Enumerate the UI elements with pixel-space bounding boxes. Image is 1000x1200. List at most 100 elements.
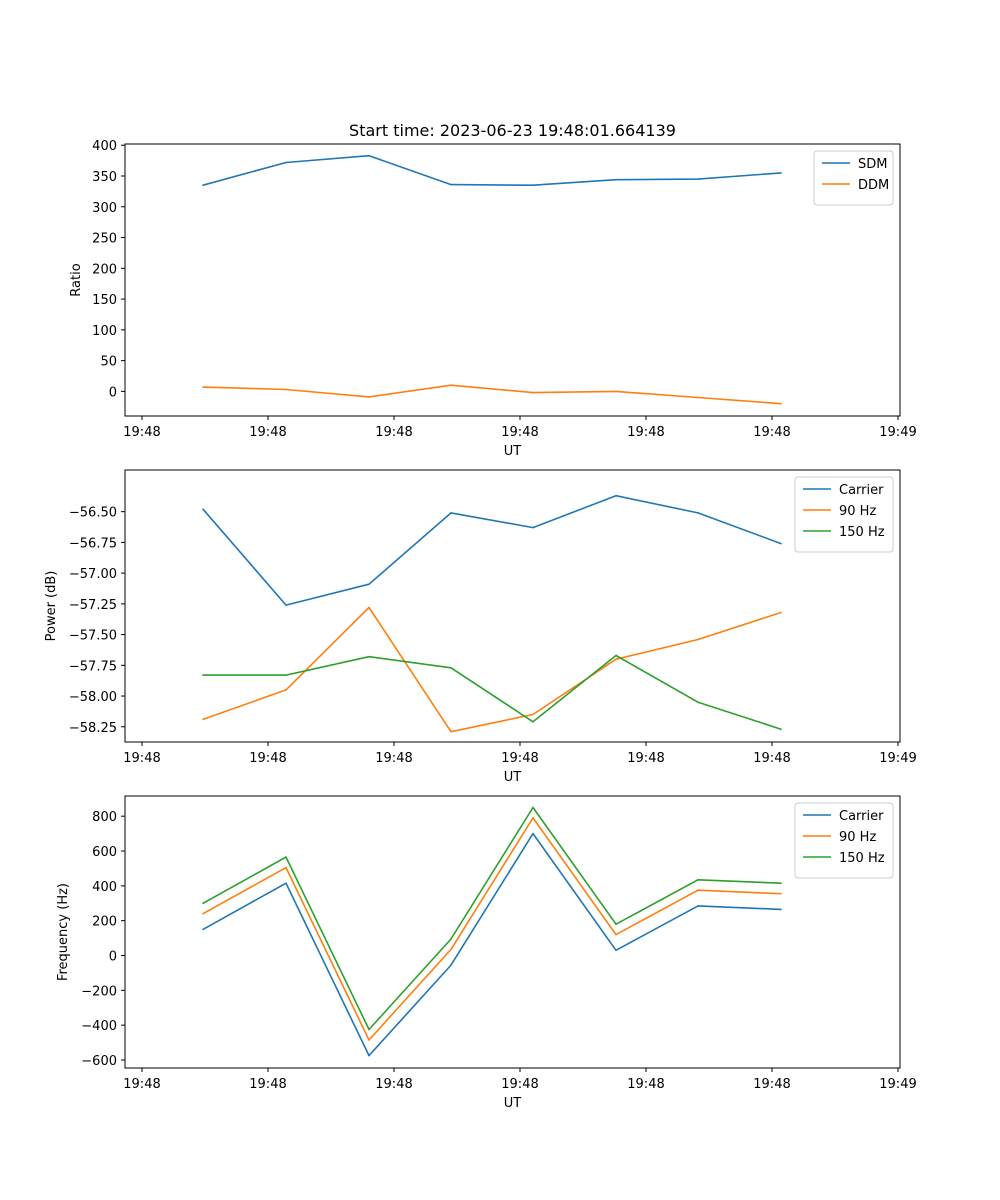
y-tick-label: −57.00: [69, 567, 117, 582]
data-point: [615, 949, 617, 952]
x-tick-label: 19:48: [249, 1077, 286, 1092]
data-point: [615, 494, 617, 497]
data-point: [202, 928, 204, 931]
legend-box: [794, 476, 894, 553]
y-tick-label: 350: [92, 170, 117, 185]
series-line-150-hz: [203, 654, 782, 730]
y-tick-label: 400: [92, 880, 117, 895]
series-line-carrier: [202, 494, 782, 606]
y-tick-label: 200: [92, 262, 117, 277]
legend: SDM DDM: [813, 150, 894, 206]
legend-label: 90 Hz: [839, 504, 876, 519]
y-axis-label: Frequency (Hz): [56, 883, 71, 981]
data-point: [532, 721, 534, 723]
data-point: [697, 889, 699, 891]
chart-panels: 0 50 100 150 200 250 300 350 400 19:48 19:48 19:48 1…: [44, 139, 917, 1111]
data-point: [780, 402, 782, 405]
data-point: [368, 154, 370, 157]
data-point: [450, 512, 452, 514]
data-point: [780, 611, 782, 614]
data-point: [202, 674, 204, 676]
x-tick-label: 19:48: [123, 751, 160, 766]
legend: Carrier 90 Hz 150 Hz: [794, 476, 894, 553]
x-tick-label: 19:48: [501, 751, 538, 766]
data-point: [368, 1039, 370, 1041]
y-axis-label: Ratio: [69, 263, 84, 296]
data-point: [615, 390, 617, 393]
x-axis-label: UT: [504, 444, 522, 459]
figure-title: Start time: 2023-06-23 19:48:01.664139: [349, 121, 676, 140]
y-tick-label: −56.75: [69, 536, 117, 551]
data-point: [202, 508, 204, 511]
data-point: [780, 542, 782, 545]
data-point: [615, 178, 617, 181]
data-point: [450, 183, 452, 186]
y-tick-label: 0: [109, 950, 117, 965]
data-point: [697, 396, 699, 399]
x-tick-label: 19:49: [879, 1077, 916, 1092]
data-point: [450, 938, 452, 940]
x-tick-label: 19:48: [627, 1077, 664, 1092]
data-point: [697, 879, 699, 881]
data-point: [285, 689, 287, 691]
axes-frame: [124, 469, 901, 743]
y-tick-label: 600: [92, 845, 117, 860]
x-tick-label: 19:49: [879, 425, 916, 440]
data-point: [368, 606, 370, 609]
data-point: [450, 384, 452, 387]
series-line-sdm: [202, 154, 782, 186]
data-point: [697, 178, 699, 180]
data-point: [202, 718, 204, 721]
data-point: [780, 892, 782, 895]
x-tick-label: 19:48: [627, 751, 664, 766]
data-point: [697, 905, 699, 907]
x-tick-label: 19:48: [249, 425, 286, 440]
data-point: [285, 674, 287, 676]
data-point: [780, 728, 782, 730]
data-point: [697, 512, 699, 514]
data-point: [450, 730, 452, 733]
data-point: [615, 933, 617, 936]
legend-label: 150 Hz: [839, 851, 885, 866]
legend-label: DDM: [858, 178, 889, 193]
x-tick-label: 19:48: [375, 425, 412, 440]
data-point: [615, 654, 617, 657]
data-point: [450, 964, 452, 966]
y-tick-label: −58.25: [69, 721, 117, 736]
data-point: [202, 912, 204, 915]
data-point: [285, 388, 287, 391]
series-line-90-hz: [202, 817, 782, 1041]
chart-panel-2: −58.25 −58.00 −57.75 −57.50 −57.25 −57.00 −56.…: [44, 469, 917, 785]
x-tick-label: 19:48: [375, 1077, 412, 1092]
legend-label: 90 Hz: [839, 830, 876, 845]
data-point: [697, 638, 699, 641]
y-tick-label: −57.75: [69, 659, 117, 674]
data-point: [532, 817, 534, 819]
x-tick-label: 19:48: [501, 1077, 538, 1092]
data-point: [285, 161, 287, 164]
x-tick-label: 19:48: [753, 425, 790, 440]
axes-frame: [124, 795, 901, 1069]
x-tick-label: 19:49: [879, 751, 916, 766]
data-point: [532, 806, 534, 809]
x-tick-label: 19:48: [375, 751, 412, 766]
y-tick-label: 150: [92, 293, 117, 308]
legend-label: Carrier: [839, 483, 884, 498]
x-tick-label: 19:48: [123, 425, 160, 440]
data-point: [532, 832, 534, 835]
y-tick-label: 0: [109, 385, 117, 400]
data-point: [780, 908, 782, 911]
x-tick-label: 19:48: [123, 1077, 160, 1092]
y-tick-label: −57.25: [69, 598, 117, 613]
legend: Carrier 90 Hz 150 Hz: [794, 802, 894, 879]
x-tick-label: 19:48: [501, 425, 538, 440]
data-point: [780, 172, 782, 174]
series-line-ddm: [202, 384, 782, 405]
y-tick-label: −600: [81, 1054, 117, 1069]
series-line-150-hz: [202, 806, 782, 1031]
data-point: [532, 184, 534, 186]
series-line-carrier: [202, 832, 782, 1057]
x-tick-label: 19:48: [249, 751, 286, 766]
data-point: [368, 396, 370, 398]
x-axis-label: UT: [504, 1096, 522, 1111]
